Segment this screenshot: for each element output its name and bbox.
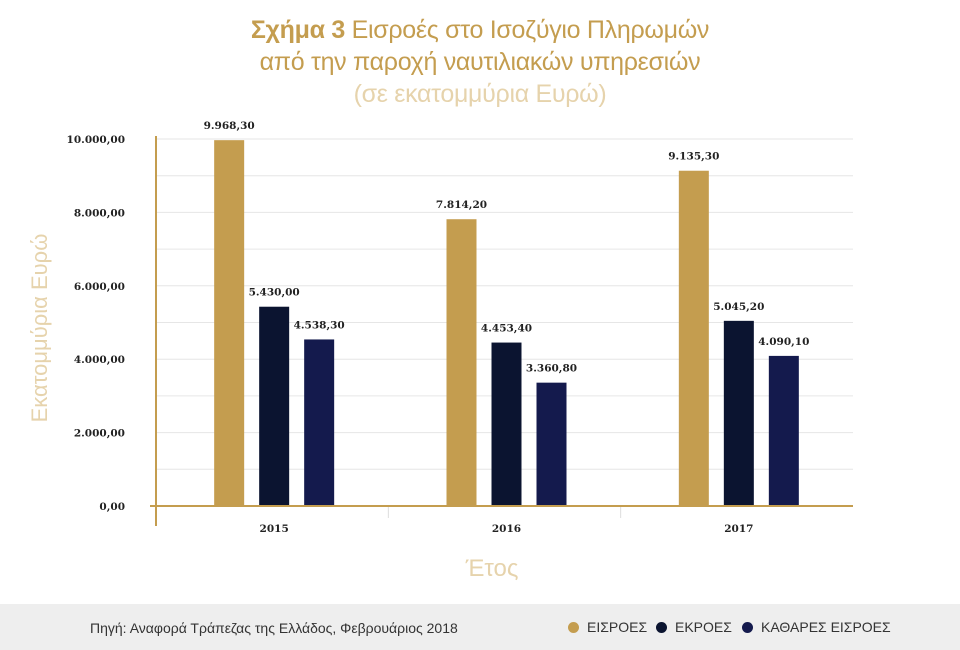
y-axis-tick-labels: 0,00 2.000,00 4.000,00 6.000,00 8.000,00 10.0…	[67, 134, 125, 513]
bar	[214, 140, 245, 506]
y-tick-label: 0,00	[99, 501, 125, 513]
legend-swatch	[656, 621, 667, 633]
data-labels: 9.968,30 5.430,00 4.538,30 7.814,20 4.453,40…	[204, 120, 810, 374]
legend-label: ΚΑΘΑΡΕΣ ΕΙΣΡΟΕΣ	[761, 619, 891, 635]
data-label: 4.453,40	[481, 323, 532, 335]
title-line-2: από την παροχή ναυτιλιακών υπηρεσιών	[259, 48, 701, 76]
x-axis-title: Έτος	[465, 555, 519, 582]
y-tick-label: 2.000,00	[74, 428, 125, 440]
y-tick-label: 6.000,00	[74, 281, 125, 293]
source-note: Πηγή: Αναφορά Τράπεζας της Ελλάδος, Φεβρ…	[90, 620, 458, 636]
bar	[723, 320, 754, 506]
y-tick-label: 8.000,00	[74, 207, 125, 219]
legend-item: ΕΚΡΟΕΣ	[656, 619, 732, 635]
bars	[214, 140, 799, 506]
chart-title: Σχήμα 3 Εισροές στο Ισοζύγιο Πληρωμών απ…	[0, 14, 960, 110]
legend-item: ΕΙΣΡΟΕΣ	[568, 619, 647, 635]
title-subtitle-units: (σε εκατομμύρια Ευρώ)	[353, 80, 607, 108]
data-label: 7.814,20	[436, 199, 487, 211]
bar-chart: 0,00 2.000,00 4.000,00 6.000,00 8.000,00 10.0…	[27, 120, 853, 582]
data-label: 4.090,10	[758, 336, 809, 348]
bar	[678, 170, 709, 506]
x-axis-tick-labels: 2015 2016 2017	[260, 523, 754, 535]
legend-swatch	[742, 621, 753, 633]
x-tick-label: 2016	[492, 523, 521, 535]
y-tick-label: 10.000,00	[67, 134, 125, 146]
title-figure-number: Σχήμα 3	[250, 16, 345, 44]
legend-label: ΕΚΡΟΕΣ	[675, 619, 732, 635]
data-label: 5.045,20	[713, 301, 764, 313]
bar	[491, 342, 522, 506]
bar	[536, 382, 567, 506]
data-label: 4.538,30	[294, 319, 345, 331]
data-label: 9.968,30	[204, 120, 255, 132]
x-tick-label: 2015	[260, 523, 289, 535]
data-label: 9.135,30	[668, 151, 719, 163]
y-axis-title: Εκατομμύρια Ευρώ	[27, 234, 52, 423]
title-main-text: Εισροές στο Ισοζύγιο Πληρωμών	[351, 16, 710, 44]
data-label: 5.430,00	[249, 287, 300, 299]
data-label: 3.360,80	[526, 363, 577, 375]
bar	[768, 355, 799, 506]
legend-label: ΕΙΣΡΟΕΣ	[587, 619, 648, 635]
footer-bar: Πηγή: Αναφορά Τράπεζας της Ελλάδος, Φεβρ…	[0, 604, 960, 650]
axes	[150, 136, 853, 526]
y-tick-label: 4.000,00	[74, 354, 125, 366]
bar	[259, 306, 290, 506]
legend-item: ΚΑΘΑΡΕΣ ΕΙΣΡΟΕΣ	[742, 619, 891, 635]
x-tick-label: 2017	[724, 523, 753, 535]
title-line-1: Σχήμα 3 Εισροές στο Ισοζύγιο Πληρωμών	[0, 14, 960, 46]
bar	[446, 219, 477, 506]
legend-swatch	[568, 621, 579, 633]
bar	[304, 339, 335, 506]
